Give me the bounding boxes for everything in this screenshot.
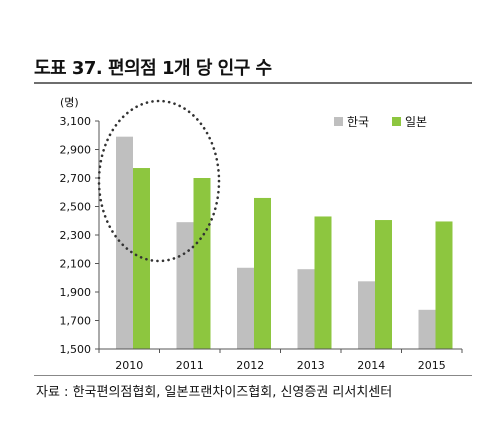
x-tick-label: 2012: [236, 359, 264, 372]
legend-label-한국: 한국: [347, 115, 369, 129]
bar-한국-2015: [418, 309, 436, 349]
x-tick-label: 2011: [176, 359, 204, 372]
bar-한국-2013: [297, 269, 315, 349]
bar-일본-2015: [435, 221, 453, 349]
source-note: 자료 : 한국편의점협회, 일본프랜차이즈협회, 신영증권 리서치센터: [36, 385, 393, 400]
legend: 한국 일본: [334, 115, 427, 129]
axes: [98, 121, 463, 353]
bar-한국-2012: [237, 267, 254, 349]
highlight-annotation: [97, 99, 221, 263]
legend-label-일본: 일본: [405, 115, 427, 129]
dotted-ellipse-highlight: [97, 99, 221, 263]
bars: [116, 136, 453, 349]
y-axis-ticks: 1,500 1,700 1,900 2,100 2,300 2,500 2,700 2,900…: [60, 115, 99, 356]
legend-swatch-일본: [392, 117, 401, 126]
legend-swatch-한국: [334, 117, 343, 126]
title-divider: [34, 82, 472, 84]
x-axis-labels: 2010 2011 2012 2013 2014 2015: [115, 359, 446, 372]
bar-한국-2014: [358, 281, 375, 349]
chart-title: 도표 37. 편의점 1개 당 인구 수: [34, 58, 272, 79]
y-tick-label: 2,300: [60, 229, 92, 242]
y-tick-label: 2,700: [60, 172, 92, 185]
bar-일본-2013: [314, 216, 332, 349]
bar-일본-2014: [375, 220, 392, 349]
bar-일본-2012: [254, 197, 271, 349]
y-tick-label: 1,700: [60, 315, 92, 328]
y-tick-label: 1,500: [60, 343, 92, 356]
x-tick-label: 2013: [297, 359, 325, 372]
source-divider: [34, 375, 472, 376]
y-tick-label: 1,900: [60, 286, 92, 299]
x-tick-label: 2010: [115, 359, 143, 372]
y-tick-label: 2,500: [60, 201, 92, 214]
x-tick-label: 2014: [357, 359, 385, 372]
bar-일본-2011: [193, 178, 211, 349]
y-tick-label: 2,100: [60, 258, 92, 271]
bar-한국-2010: [116, 136, 133, 349]
y-axis-unit-label: (명): [60, 96, 79, 109]
bar-한국-2011: [176, 222, 194, 349]
y-tick-label: 2,900: [60, 144, 92, 157]
x-tick-label: 2015: [418, 359, 446, 372]
y-tick-label: 3,100: [60, 115, 92, 128]
